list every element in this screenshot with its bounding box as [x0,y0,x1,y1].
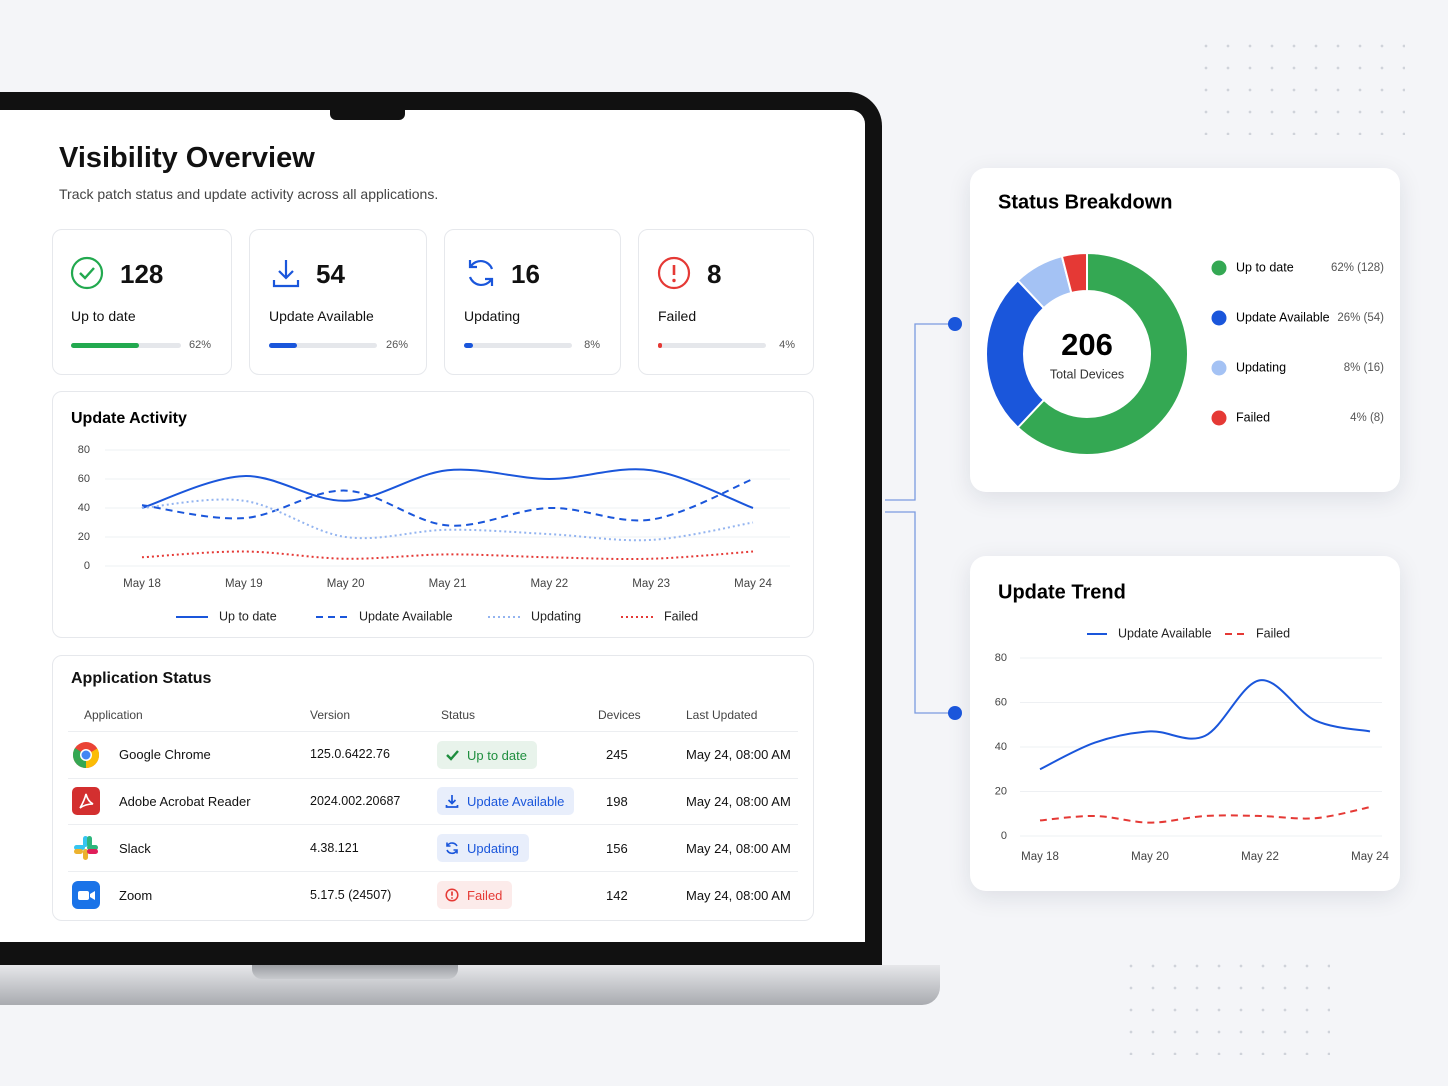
column-header: Last Updated [686,708,758,722]
icon-refresh [468,259,494,287]
activity-card [52,391,814,638]
breakdown-card [970,168,1400,492]
device-count: 245 [606,747,628,762]
connector [885,323,950,714]
device-count: 142 [606,888,628,903]
app-version: 5.17.5 (24507) [310,888,392,902]
icon-slack [74,836,98,860]
progress-bar [71,343,140,348]
column-header: Application [84,708,143,722]
stat-label: Failed [658,308,697,324]
app-version: 2024.002.20687 [310,794,401,808]
dot-pattern [1120,955,1330,1055]
stat-label: Updating [464,308,521,324]
laptop-base [0,965,940,1005]
last-updated: May 24, 08:00 AM [686,747,791,762]
app-name: Slack [119,841,151,856]
stat-percent: 26% [385,339,408,351]
stat-card: 128 Up to date 62% [52,229,232,375]
page-subtitle: Track patch status and update activity a… [59,186,439,202]
table-card [52,655,814,921]
stat-card: 54 Update Available 26% [249,229,427,375]
progress-bar [464,343,473,348]
status-pill: Update Available [437,787,575,815]
icon-alert [657,256,691,290]
table-title: Application Status [71,670,212,687]
icon-zoom [72,881,100,909]
row-separator [68,731,798,732]
app-name: Google Chrome [119,747,211,762]
connector-dot [948,706,962,720]
progress-bar [269,343,298,348]
app-version: 4.38.121 [310,841,359,855]
status-text: Failed [467,887,503,903]
stat-value: 8 [707,259,722,289]
column-header: Status [441,708,476,722]
icon-check [70,256,104,290]
row-separator [68,824,798,825]
status-text: Updating [467,840,520,856]
column-header: Devices [598,708,641,722]
device-count: 198 [606,794,628,809]
icon-acrobat [72,787,100,815]
icon-download [272,260,300,288]
device-count: 156 [606,841,628,856]
stat-value: 54 [316,259,345,289]
page-title: Visibility Overview [59,142,315,174]
base-notch [252,965,458,979]
camera-notch [330,100,405,120]
trend-card [970,556,1400,891]
stat-percent: 62% [188,339,211,351]
status-text: Up to date [467,747,527,763]
status-text: Update Available [467,793,565,809]
stat-percent: 8% [584,339,600,351]
stat-card: 8 Failed 4% [638,229,814,375]
stat-label: Update Available [269,308,374,324]
row-separator [68,871,798,872]
progress-bar [658,343,663,348]
status-pill: Up to date [437,741,537,769]
app-version: 125.0.6422.76 [310,747,390,761]
dot-pattern [1195,35,1405,135]
stat-label: Up to date [71,308,136,324]
column-header: Version [310,708,351,722]
stat-card: 16 Updating 8% [444,229,621,375]
stat-percent: 4% [779,339,795,351]
row-separator [68,778,798,779]
last-updated: May 24, 08:00 AM [686,794,791,809]
connector-dot [948,317,962,331]
stat-value: 128 [120,259,164,289]
icon-chrome [72,742,100,769]
app-name: Zoom [119,888,153,903]
app-name: Adobe Acrobat Reader [119,794,251,809]
stat-value: 16 [511,259,540,289]
status-pill: Updating [437,834,530,862]
last-updated: May 24, 08:00 AM [686,841,791,856]
last-updated: May 24, 08:00 AM [686,888,791,903]
status-pill: Failed [437,881,513,909]
